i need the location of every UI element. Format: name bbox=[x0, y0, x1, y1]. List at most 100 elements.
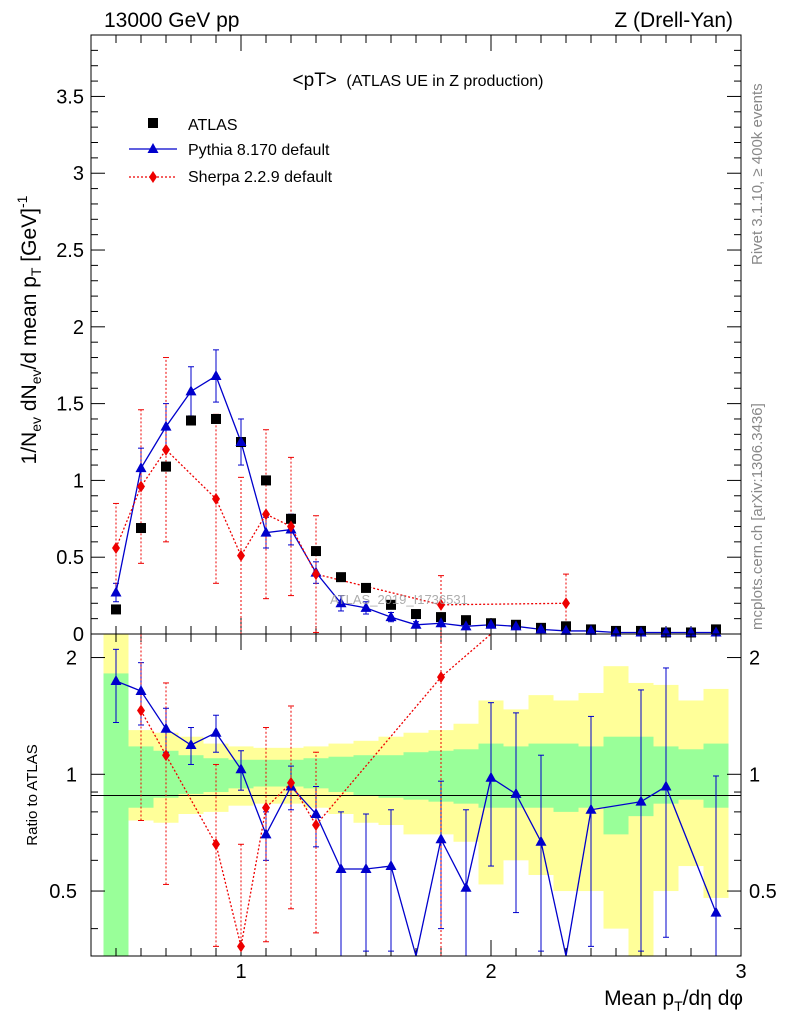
main-ytick-label: 0.5 bbox=[56, 547, 84, 569]
pythia-ratio-point bbox=[710, 906, 722, 917]
pythia-ratio-point bbox=[260, 828, 272, 839]
sherpa-point bbox=[112, 541, 120, 554]
sherpa-line bbox=[115, 448, 567, 606]
pythia-point bbox=[385, 611, 397, 622]
ratio-band-green bbox=[553, 743, 579, 812]
ratio-panel: 0.5 0.5 1 1 2 2 1 2 3 Ratio to ATLAS Mean pT/dη… bbox=[24, 633, 777, 1014]
atlas-point bbox=[161, 461, 171, 472]
legend-atlas-marker bbox=[148, 118, 158, 128]
pythia-point bbox=[535, 623, 547, 634]
ratio-ytick-label-right: 2 bbox=[749, 648, 760, 670]
pythia-point bbox=[110, 586, 122, 597]
ratio-frame bbox=[90, 633, 742, 957]
sherpa-point bbox=[562, 597, 570, 610]
pythia-ratio-point bbox=[485, 771, 497, 782]
mcplots-label: mcplots.cern.ch [arXiv:1306.3436] bbox=[749, 403, 766, 630]
pythia-point bbox=[210, 369, 222, 380]
sherpa-point bbox=[312, 568, 320, 581]
ratio-band-green bbox=[378, 755, 404, 798]
chart-title-rest: (ATLAS UE in Z production) bbox=[346, 73, 543, 90]
main-ytick-label: 2 bbox=[73, 317, 84, 339]
header-left: 13000 GeV pp bbox=[104, 9, 239, 32]
pythia-ratio-point bbox=[460, 881, 472, 892]
pythia-ratio-point bbox=[185, 738, 197, 749]
atlas-point bbox=[386, 599, 396, 610]
pythia-ratio-point bbox=[160, 722, 172, 733]
sherpa-ratio-point bbox=[287, 776, 295, 789]
pythia-point bbox=[485, 618, 497, 629]
pythia-ratio-point bbox=[535, 835, 547, 846]
main-ticks bbox=[90, 35, 742, 634]
atlas-point bbox=[211, 413, 221, 424]
sherpa-point bbox=[287, 520, 295, 533]
ratio-ytick-label-left: 2 bbox=[66, 648, 77, 670]
ratio-ytick-labels: 0.5 0.5 1 1 2 2 bbox=[49, 648, 777, 904]
sherpa-point bbox=[437, 598, 445, 611]
ratio-ytick-label-right: 1 bbox=[749, 764, 760, 786]
pythia-point bbox=[335, 597, 347, 608]
ratio-xtick-labels: 1 2 3 bbox=[235, 961, 746, 983]
ratio-ytick-label-left: 1 bbox=[66, 764, 77, 786]
pythia-point bbox=[435, 617, 447, 628]
atlas-point bbox=[136, 523, 146, 534]
sherpa-ratio-point bbox=[137, 704, 145, 717]
sherpa-point bbox=[162, 443, 170, 456]
legend-atlas-label: ATLAS bbox=[188, 117, 238, 134]
main-ytick-label: 1 bbox=[73, 470, 84, 492]
atlas-point bbox=[286, 513, 296, 524]
legend: ATLAS Pythia 8.170 default Sherpa 2.2.9 … bbox=[129, 117, 333, 186]
pythia-point bbox=[235, 436, 247, 447]
ratio-ylabel: Ratio to ATLAS bbox=[24, 744, 41, 845]
atlas-point bbox=[461, 615, 471, 626]
main-markers bbox=[110, 369, 722, 638]
main-ytick-labels: 0 0.5 1 1.5 2 2.5 3 3.5 bbox=[56, 86, 84, 646]
main-ytick-label: 3.5 bbox=[56, 86, 84, 108]
legend-sherpa-label: Sherpa 2.2.9 default bbox=[188, 169, 333, 186]
pythia-ratio-point bbox=[310, 807, 322, 818]
pythia-point bbox=[585, 624, 597, 635]
ratio-ytick-label-right: 0.5 bbox=[749, 881, 777, 903]
pythia-point bbox=[185, 385, 197, 396]
sherpa-ratio-point bbox=[237, 940, 245, 953]
pythia-point bbox=[560, 624, 572, 635]
pythia-point bbox=[410, 618, 422, 629]
ratio-markers bbox=[110, 671, 722, 953]
sherpa-point bbox=[237, 549, 245, 562]
pythia-ratio-point bbox=[135, 684, 147, 695]
pythia-ratio-point bbox=[335, 862, 347, 873]
atlas-point bbox=[311, 546, 321, 557]
sherpa-ratio-point bbox=[162, 749, 170, 762]
ratio-band-green bbox=[128, 746, 154, 808]
pythia-ratio-point bbox=[110, 674, 122, 685]
ratio-ytick-label-left: 0.5 bbox=[49, 881, 77, 903]
pythia-point bbox=[360, 601, 372, 612]
pythia-ratio-point bbox=[235, 763, 247, 774]
sherpa-ratio-point bbox=[312, 819, 320, 832]
pythia-ratio-point bbox=[660, 780, 672, 791]
ratio-band-green bbox=[403, 752, 429, 800]
sherpa-ratio-point bbox=[212, 838, 220, 851]
sherpa-ratio-line bbox=[140, 633, 492, 947]
rivet-label: Rivet 3.1.10, ≥ 400k events bbox=[749, 83, 766, 265]
ratio-band-green bbox=[453, 749, 479, 804]
sherpa-point bbox=[137, 480, 145, 493]
main-ylabel: 1/Nev dNev/d mean pT [GeV]-1 bbox=[14, 195, 44, 464]
legend-sherpa-marker bbox=[149, 171, 157, 183]
chart-title-main: <pT> bbox=[293, 70, 337, 91]
sherpa-point bbox=[212, 492, 220, 505]
pythia-ratio-point bbox=[510, 787, 522, 798]
ratio-error-bars bbox=[113, 634, 719, 956]
atlas-point bbox=[111, 604, 121, 615]
ratio-band-green bbox=[353, 755, 379, 796]
pythia-ratio-point bbox=[210, 726, 222, 737]
ratio-band-green bbox=[328, 756, 354, 793]
pythia-point bbox=[510, 620, 522, 631]
pythia-point bbox=[460, 620, 472, 631]
chart-title: <pT> (ATLAS UE in Z production) bbox=[293, 70, 544, 91]
pythia-ratio-point bbox=[385, 860, 397, 871]
legend-pythia-marker bbox=[147, 143, 159, 153]
atlas-point bbox=[436, 612, 446, 623]
atlas-point bbox=[361, 582, 371, 593]
main-panel: 0 0.5 1 1.5 2 2.5 3 3.5 ATLAS_2019_I1736531 <pT… bbox=[14, 34, 742, 646]
